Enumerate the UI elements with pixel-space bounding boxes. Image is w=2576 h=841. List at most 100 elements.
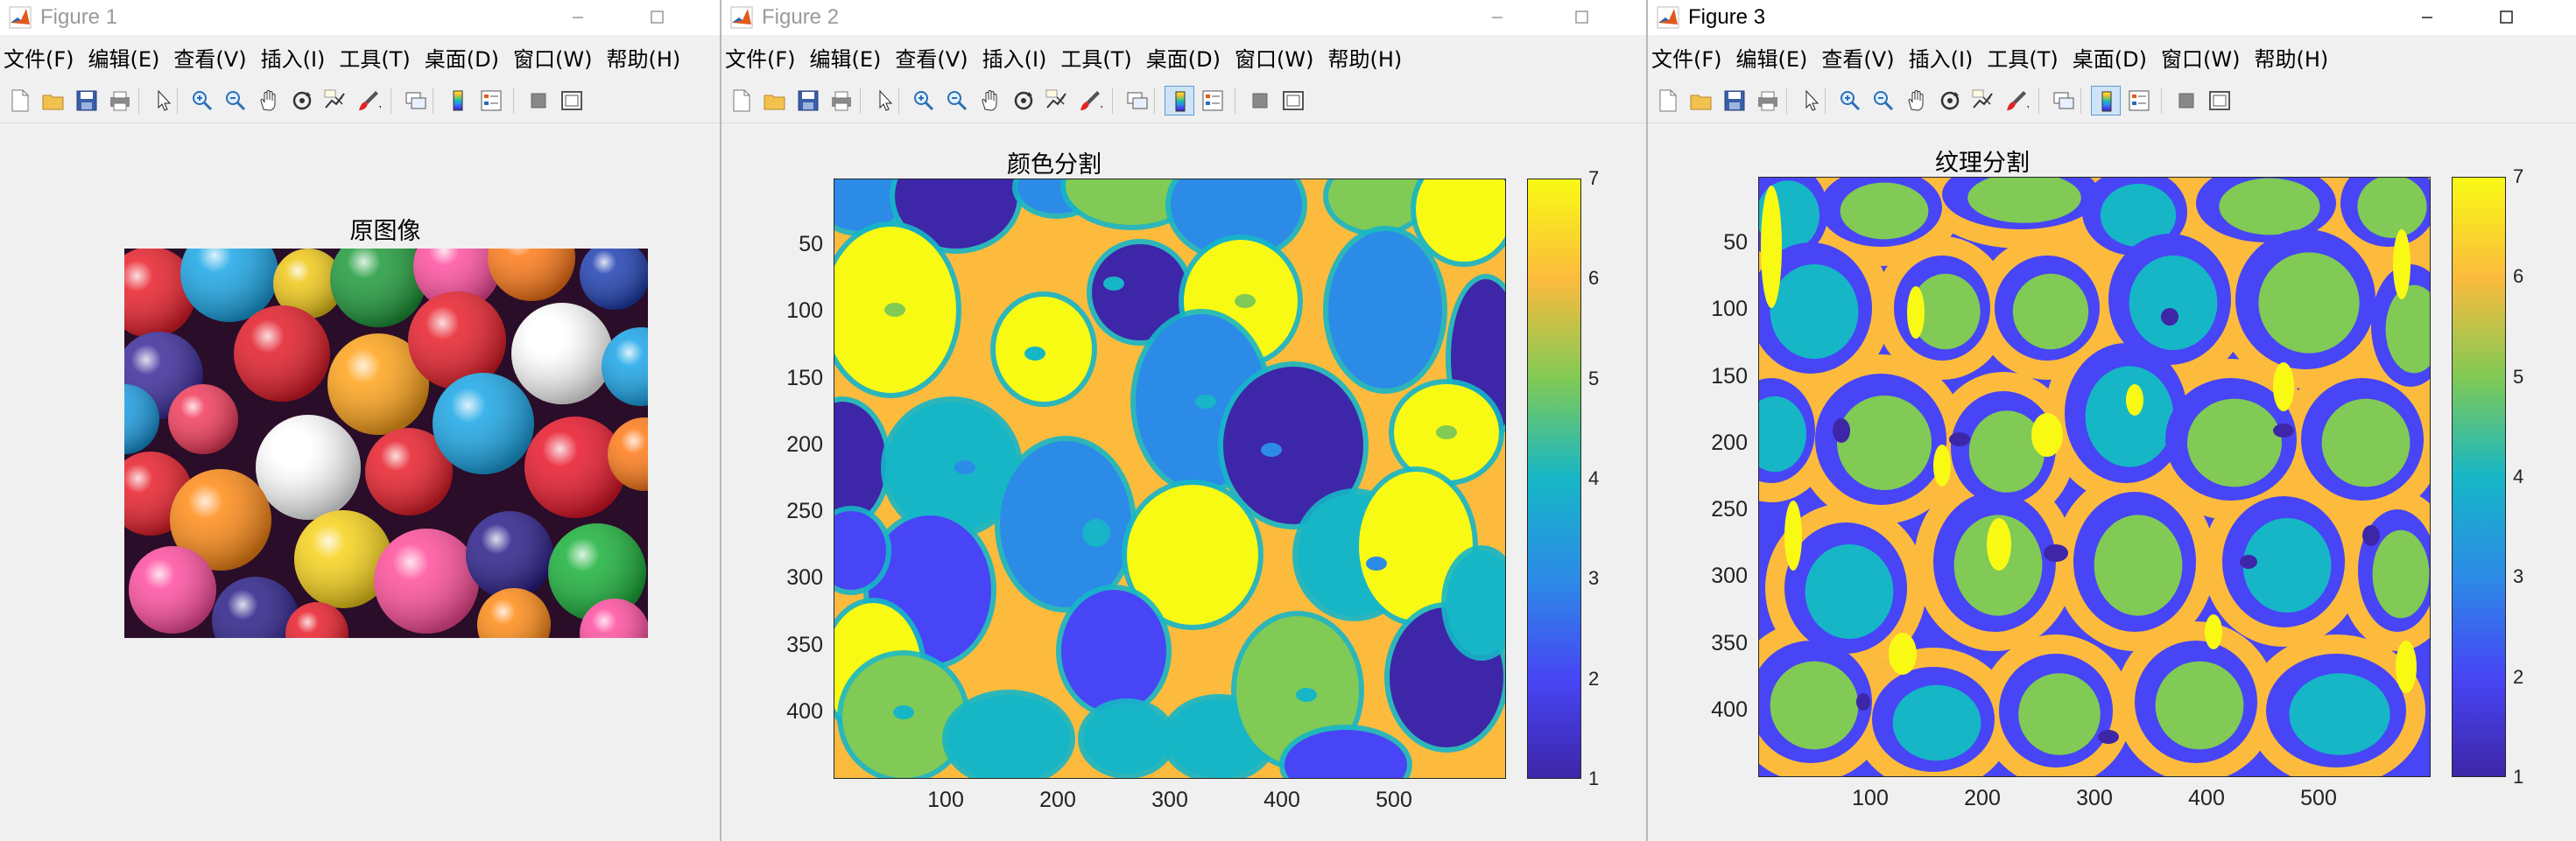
hide-plot-tools-button[interactable] — [1245, 86, 1275, 116]
menu-view[interactable]: 查看(V) — [173, 47, 247, 72]
data-cursor-button[interactable] — [1042, 86, 1072, 116]
maximize-icon[interactable] — [639, 4, 674, 32]
rotate-3d-button[interactable] — [1009, 86, 1038, 116]
zoom-out-button[interactable] — [942, 86, 972, 116]
menu-help[interactable]: 帮助(H) — [1327, 47, 1403, 72]
segment-region — [834, 402, 886, 524]
brush-button[interactable] — [1075, 86, 1105, 116]
axes-title: 原图像 — [349, 218, 421, 245]
legend-button[interactable] — [1198, 86, 1228, 116]
link-plot-button[interactable] — [1123, 86, 1152, 116]
matlab-logo-icon — [1657, 6, 1679, 29]
brush-button[interactable] — [354, 86, 384, 116]
hide-plot-tools-button[interactable] — [2171, 86, 2201, 116]
gumball-shading — [602, 327, 648, 406]
menu-insert[interactable]: 插入(I) — [260, 47, 326, 72]
menu-view[interactable]: 查看(V) — [1821, 47, 1895, 72]
menu-insert[interactable]: 插入(I) — [982, 47, 1047, 72]
menu-help[interactable]: 帮助(H) — [606, 47, 681, 72]
colorbar-button[interactable] — [443, 86, 473, 116]
pointer-button[interactable] — [870, 86, 900, 116]
zoom-out-button[interactable] — [1869, 86, 1898, 116]
hide-plot-tools-button[interactable] — [524, 86, 553, 116]
legend-button[interactable] — [2124, 86, 2154, 116]
y-tick-label: 350 — [1711, 630, 1748, 655]
toolbar-separator — [513, 88, 514, 114]
brush-icon — [2007, 91, 2029, 110]
zoom-in-button[interactable] — [187, 86, 217, 116]
zoom-in-button[interactable] — [909, 86, 939, 116]
pointer-button[interactable] — [1797, 86, 1826, 116]
segment-region — [1328, 231, 1442, 389]
print-icon — [832, 91, 851, 111]
menu-file[interactable]: 文件(F) — [725, 47, 796, 72]
colorbar-button[interactable] — [2091, 86, 2121, 116]
colorbar-button[interactable] — [1165, 86, 1194, 116]
pointer-button[interactable] — [149, 86, 179, 116]
maximize-icon[interactable] — [1564, 4, 1599, 32]
rotate-3d-button[interactable] — [287, 86, 317, 116]
pan-button[interactable] — [975, 86, 1005, 116]
zoom-out-button[interactable] — [221, 86, 250, 116]
gumball-shading — [374, 529, 479, 634]
window-title: Figure 2 — [762, 5, 840, 29]
menu-edit[interactable]: 编辑(E) — [1735, 47, 1808, 72]
legend-button[interactable] — [476, 86, 506, 116]
print-button[interactable] — [827, 86, 856, 116]
menu-tools[interactable]: 工具(T) — [339, 47, 411, 72]
menu-tools[interactable]: 工具(T) — [1060, 47, 1132, 72]
colorbar-tick-label: 6 — [1588, 267, 1600, 290]
segment-speck — [1987, 518, 2011, 571]
x-tick-label: 200 — [1964, 786, 2001, 810]
link-plot-button[interactable] — [2049, 86, 2079, 116]
save-button[interactable] — [72, 86, 102, 116]
pan-icon — [982, 90, 997, 111]
data-cursor-button[interactable] — [320, 86, 350, 116]
segment-speck — [1296, 688, 1317, 702]
menu-window[interactable]: 窗口(W) — [513, 47, 593, 72]
segment-region — [2321, 398, 2411, 487]
data-cursor-button[interactable] — [1968, 86, 1998, 116]
menu-insert[interactable]: 插入(I) — [1908, 47, 1974, 72]
menu-desktop[interactable]: 桌面(D) — [1145, 47, 1221, 72]
menu-view[interactable]: 查看(V) — [895, 47, 968, 72]
show-plot-tools-button[interactable] — [1278, 86, 1308, 116]
menu-desktop[interactable]: 桌面(D) — [424, 47, 499, 72]
pan-button[interactable] — [1902, 86, 1932, 116]
minimize-icon[interactable] — [560, 4, 595, 32]
maximize-icon[interactable] — [2488, 4, 2523, 32]
save-button[interactable] — [793, 86, 823, 116]
new-figure-button[interactable] — [5, 86, 35, 116]
menu-edit[interactable]: 编辑(E) — [809, 47, 882, 72]
minimize-icon[interactable] — [1480, 4, 1515, 32]
print-button[interactable] — [105, 86, 135, 116]
open-file-button[interactable] — [760, 86, 790, 116]
colorbar-tick-label: 4 — [1588, 467, 1600, 489]
zoom-in-button[interactable] — [1835, 86, 1865, 116]
menu-file[interactable]: 文件(F) — [4, 47, 74, 72]
gumball-shading — [548, 523, 646, 621]
show-plot-tools-button[interactable] — [557, 86, 587, 116]
x-tick-label: 300 — [2076, 786, 2113, 810]
open-file-button[interactable] — [1686, 86, 1716, 116]
save-button[interactable] — [1720, 86, 1749, 116]
menu-desktop[interactable]: 桌面(D) — [2072, 47, 2147, 72]
open-file-button[interactable] — [39, 86, 68, 116]
menu-help[interactable]: 帮助(H) — [2254, 47, 2329, 72]
brush-button[interactable] — [2002, 86, 2031, 116]
menu-edit[interactable]: 编辑(E) — [88, 47, 160, 72]
show-plot-tools-button[interactable] — [2205, 86, 2235, 116]
segment-region — [947, 695, 1070, 779]
pan-button[interactable] — [254, 86, 284, 116]
menu-file[interactable]: 文件(F) — [1651, 47, 1722, 72]
menu-window[interactable]: 窗口(W) — [2161, 47, 2241, 72]
rotate-3d-button[interactable] — [1935, 86, 1965, 116]
print-button[interactable] — [1753, 86, 1783, 116]
new-figure-button[interactable] — [727, 86, 757, 116]
menu-tools[interactable]: 工具(T) — [1987, 47, 2059, 72]
link-plot-button[interactable] — [401, 86, 431, 116]
menu-window[interactable]: 窗口(W) — [1235, 47, 1314, 72]
new-figure-button[interactable] — [1653, 86, 1683, 116]
colorbar-tick-label: 5 — [1588, 367, 1600, 389]
minimize-icon[interactable] — [2410, 4, 2445, 32]
